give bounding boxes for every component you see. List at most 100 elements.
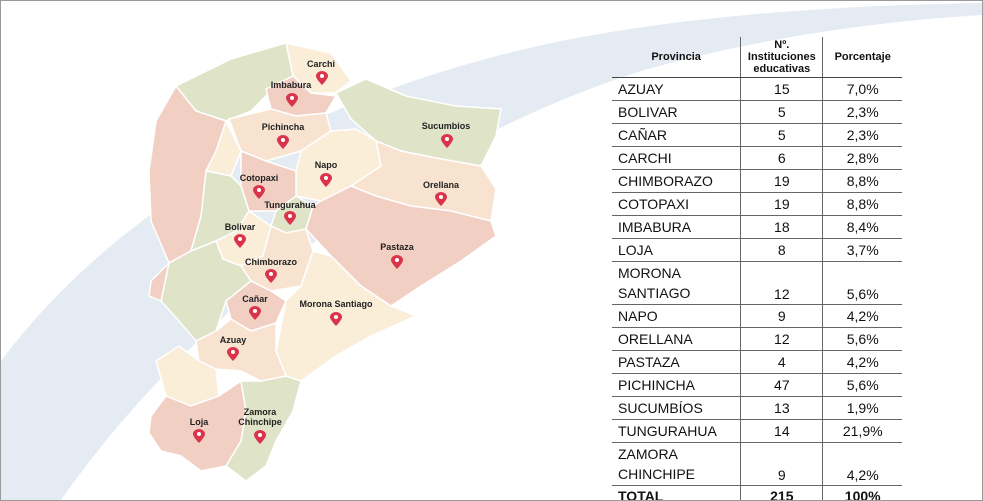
cell-provincia: BOLIVAR [612,100,741,124]
cell-instituciones: 8 [740,238,823,262]
cell-porcentaje: 4,2% [822,442,902,486]
map-pin-icon [320,173,332,187]
label-sucumbios: Sucumbios [421,121,471,131]
total-cell-name: TOTAL [612,485,741,500]
cell-porcentaje: 8,8% [822,192,902,216]
table-row: ORELLANA 12 5,6% [612,327,902,351]
cell-porcentaje: 2,3% [822,123,902,147]
label-pichincha: Pichincha [261,122,305,132]
cell-porcentaje: 3,7% [822,238,902,262]
cell-provincia: NAPO [612,304,741,328]
map-pin-icon [441,134,453,148]
cell-porcentaje: 1,9% [822,396,902,420]
cell-provincia: CARCHI [612,146,741,170]
cell-porcentaje: 8,4% [822,215,902,239]
map-pin-icon [249,306,261,320]
table-row: LOJA 8 3,7% [612,238,902,262]
header-porcentaje: Porcentaje [822,37,902,78]
cell-porcentaje: 5,6% [822,373,902,397]
label-carchi: Carchi [306,59,336,69]
map-pin-icon [284,211,296,225]
label-morona-santiago: Morona Santiago [299,299,373,309]
cell-provincia: PASTAZA [612,350,741,374]
table-row: CHIMBORAZO 19 8,8% [612,169,902,193]
ecuador-map [148,42,502,482]
label-napo: Napo [314,160,338,170]
cell-instituciones: 14 [740,419,823,443]
cell-porcentaje: 2,3% [822,100,902,124]
map-pin-icon [435,192,447,206]
cell-porcentaje: 4,2% [822,304,902,328]
map-pin-icon [265,269,277,283]
cell-instituciones: 19 [740,192,823,216]
label-loja: Loja [189,417,209,427]
cell-porcentaje: 2,8% [822,146,902,170]
cell-instituciones: 9 [740,442,823,486]
table-row: TUNGURAHUA 14 21,9% [612,419,902,443]
table-row: AZUAY 15 7,0% [612,77,902,101]
map-pin-icon [277,135,289,149]
cell-porcentaje: 21,9% [822,419,902,443]
cell-provincia: COTOPAXI [612,192,741,216]
cell-provincia: CHIMBORAZO [612,169,741,193]
map-pin-icon [253,185,265,199]
cell-provincia: CAÑAR [612,123,741,147]
cell-porcentaje: 8,8% [822,169,902,193]
cell-porcentaje: 4,2% [822,350,902,374]
cell-provincia: ZAMORA CHINCHIPE [612,442,741,486]
table-total-row: TOTAL 215 100% [612,485,902,500]
label-chimborazo: Chimborazo [244,257,298,267]
table-row: CAÑAR 5 2,3% [612,123,902,147]
cell-instituciones: 15 [740,77,823,101]
header-instituciones: Nº. Instituciones educativas [740,37,823,78]
table-row: ZAMORA CHINCHIPE 9 4,2% [612,442,902,486]
map-pin-icon [254,430,266,444]
cell-provincia: MORONA SANTIAGO [612,261,741,305]
map-pin-icon [286,93,298,107]
table-row: IMBABURA 18 8,4% [612,215,902,239]
map-pin-icon [227,347,239,361]
cell-instituciones: 5 [740,123,823,147]
cell-provincia: LOJA [612,238,741,262]
table-row: PASTAZA 4 4,2% [612,350,902,374]
label-azuay: Azuay [219,335,247,345]
cell-porcentaje: 5,6% [822,327,902,351]
table-row: BOLIVAR 5 2,3% [612,100,902,124]
table-row: CARCHI 6 2,8% [612,146,902,170]
cell-provincia: IMBABURA [612,215,741,239]
cell-instituciones: 12 [740,327,823,351]
cell-instituciones: 9 [740,304,823,328]
total-cell-n: 215 [740,485,823,500]
label-zamora-chinchipe: Zamora Chinchipe [238,407,282,427]
table-row: PICHINCHA 47 5,6% [612,373,902,397]
cell-provincia: PICHINCHA [612,373,741,397]
total-cell-p: 100% [822,485,902,500]
cell-provincia: ORELLANA [612,327,741,351]
cell-provincia: AZUAY [612,77,741,101]
label-cotopaxi: Cotopaxi [239,173,279,183]
table-row: MORONA SANTIAGO 12 5,6% [612,261,902,305]
label-tungurahua: Tungurahua [264,200,316,210]
map-pin-icon [316,71,328,85]
label-imbabura: Imbabura [270,80,312,90]
cell-provincia: SUCUMBÍOS [612,396,741,420]
cell-porcentaje: 7,0% [822,77,902,101]
institutions-table: Provincia Nº. Instituciones educativas P… [612,37,902,500]
region-zamora-chinchipe [225,375,302,482]
cell-provincia: TUNGURAHUA [612,419,741,443]
table-body: AZUAY 15 7,0% BOLIVAR 5 2,3% CAÑAR 5 2,3% CARCHI 6… [612,77,902,500]
cell-instituciones: 6 [740,146,823,170]
region-sucumbios [334,78,502,167]
map-pin-icon [330,312,342,326]
table-row: COTOPAXI 19 8,8% [612,192,902,216]
label-orellana: Orellana [422,180,460,190]
cell-instituciones: 19 [740,169,823,193]
cell-porcentaje: 5,6% [822,261,902,305]
table-row: SUCUMBÍOS 13 1,9% [612,396,902,420]
table-row: NAPO 9 4,2% [612,304,902,328]
cell-instituciones: 12 [740,261,823,305]
cell-instituciones: 4 [740,350,823,374]
cell-instituciones: 5 [740,100,823,124]
cell-instituciones: 13 [740,396,823,420]
